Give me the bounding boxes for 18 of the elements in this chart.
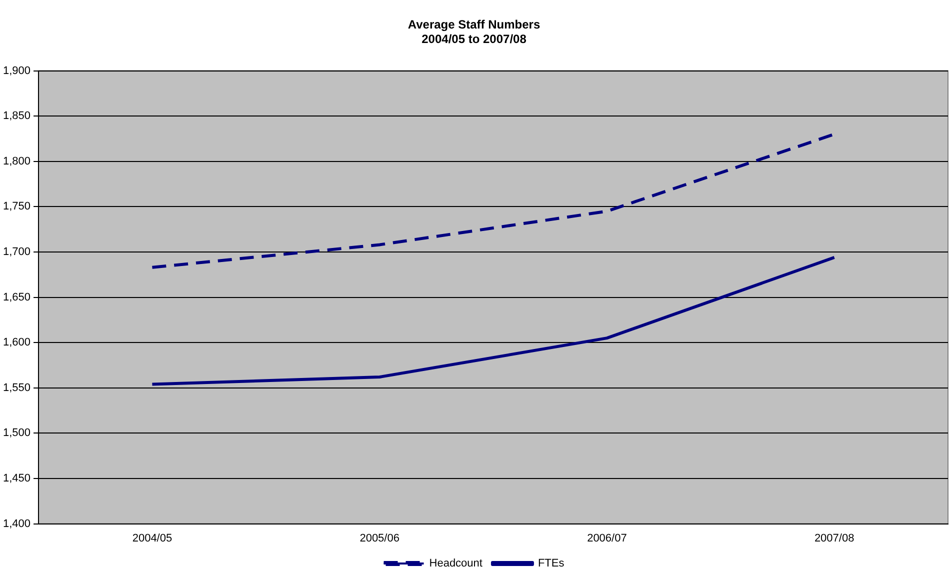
y-tick-label: 1,650 — [2, 291, 31, 304]
y-tick-label: 1,400 — [2, 518, 31, 530]
y-tick-label: 1,750 — [2, 200, 31, 213]
x-tick-label: 2007/08 — [814, 532, 854, 544]
y-tick-label: 1,700 — [2, 246, 31, 258]
x-tick-label: 2006/07 — [587, 532, 627, 544]
legend-label: FTEs — [538, 558, 565, 570]
y-tick-label: 1,500 — [2, 427, 31, 440]
y-tick-label: 1,900 — [2, 64, 31, 77]
y-tick-label: 1,850 — [2, 110, 31, 122]
x-tick-label: 2005/06 — [360, 532, 400, 544]
y-tick-label: 1,800 — [2, 155, 31, 168]
chart-title: Average Staff Numbers 2004/05 to 2007/08 — [408, 18, 540, 46]
legend-label: Headcount — [429, 558, 482, 570]
y-tick-label: 1,600 — [2, 336, 31, 349]
y-tick-label: 1,450 — [2, 472, 31, 485]
y-tick-label: 1,550 — [2, 382, 31, 394]
x-tick-label: 2004/05 — [132, 532, 172, 544]
